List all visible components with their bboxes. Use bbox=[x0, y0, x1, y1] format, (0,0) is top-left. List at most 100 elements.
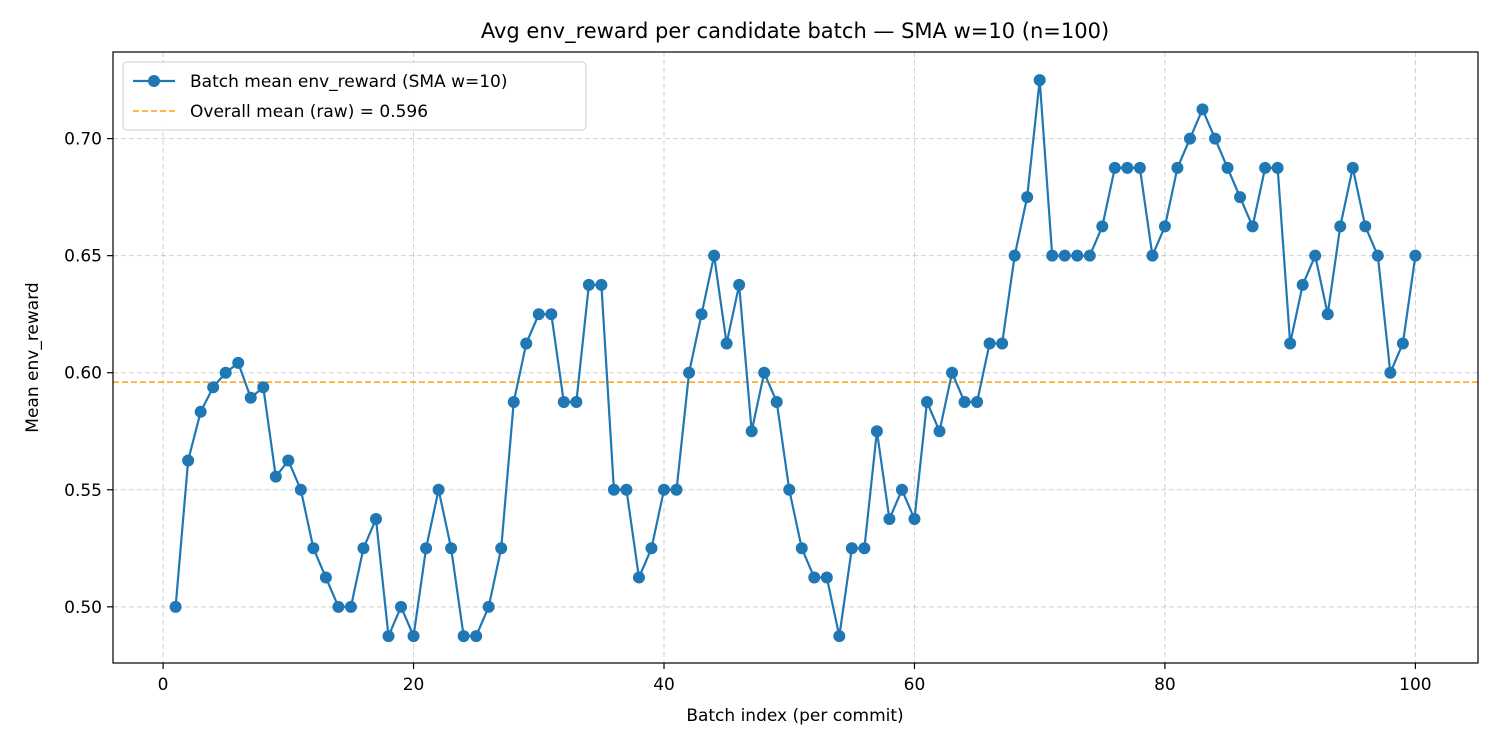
data-point bbox=[407, 630, 420, 643]
data-point bbox=[870, 425, 883, 438]
data-point bbox=[1071, 249, 1084, 262]
data-point bbox=[1133, 161, 1146, 174]
data-point bbox=[482, 600, 495, 613]
data-point bbox=[658, 483, 671, 496]
data-point bbox=[1196, 103, 1209, 116]
data-point bbox=[257, 381, 270, 394]
data-point bbox=[1171, 161, 1184, 174]
data-point bbox=[319, 571, 332, 584]
data-point bbox=[783, 483, 796, 496]
x-tick-label: 20 bbox=[403, 675, 425, 695]
data-point bbox=[720, 337, 733, 350]
data-point bbox=[745, 425, 758, 438]
data-point bbox=[1121, 161, 1134, 174]
x-axis: 0 20 40 60 80 100 bbox=[158, 663, 1432, 695]
data-point bbox=[582, 278, 595, 291]
x-axis-label: Batch index (per commit) bbox=[686, 706, 903, 726]
y-tick-label: 0.55 bbox=[64, 481, 102, 501]
data-point bbox=[520, 337, 533, 350]
data-point bbox=[557, 395, 570, 408]
y-tick-label: 0.50 bbox=[64, 598, 102, 618]
data-point bbox=[1296, 278, 1309, 291]
x-tick-label: 80 bbox=[1154, 675, 1176, 695]
legend-series-marker bbox=[148, 75, 160, 87]
data-point bbox=[858, 542, 871, 555]
data-point bbox=[307, 542, 320, 555]
data-point bbox=[1259, 161, 1272, 174]
data-point bbox=[758, 366, 771, 379]
data-point bbox=[294, 483, 307, 496]
data-point bbox=[232, 356, 245, 369]
data-point bbox=[1371, 249, 1384, 262]
data-point bbox=[670, 483, 683, 496]
data-point bbox=[357, 542, 370, 555]
data-point bbox=[169, 600, 182, 613]
data-point bbox=[207, 381, 220, 394]
data-point bbox=[244, 391, 257, 404]
y-tick-label: 0.60 bbox=[64, 364, 102, 384]
x-tick-label: 100 bbox=[1399, 675, 1431, 695]
data-point bbox=[1209, 132, 1222, 145]
x-tick-label: 60 bbox=[904, 675, 926, 695]
data-point bbox=[808, 571, 821, 584]
data-point bbox=[495, 542, 508, 555]
data-point bbox=[820, 571, 833, 584]
data-point bbox=[432, 483, 445, 496]
data-point bbox=[795, 542, 808, 555]
data-point bbox=[1246, 220, 1259, 233]
y-tick-label: 0.65 bbox=[64, 247, 102, 267]
data-point bbox=[632, 571, 645, 584]
data-point bbox=[269, 470, 282, 483]
data-point bbox=[470, 630, 483, 643]
data-point bbox=[595, 278, 608, 291]
legend-series-label: Batch mean env_reward (SMA w=10) bbox=[190, 72, 508, 92]
data-point bbox=[895, 483, 908, 496]
data-point bbox=[507, 395, 520, 408]
data-point bbox=[908, 513, 921, 526]
data-point bbox=[1334, 220, 1347, 233]
data-point bbox=[369, 513, 382, 526]
data-point bbox=[933, 425, 946, 438]
data-point bbox=[920, 395, 933, 408]
data-point bbox=[420, 542, 433, 555]
data-point bbox=[833, 630, 846, 643]
data-point bbox=[620, 483, 633, 496]
data-point bbox=[946, 366, 959, 379]
plot-frame bbox=[112, 51, 1479, 664]
data-point bbox=[332, 600, 345, 613]
data-point bbox=[1221, 161, 1234, 174]
data-point bbox=[395, 600, 408, 613]
data-point bbox=[958, 395, 971, 408]
data-point bbox=[1033, 74, 1046, 87]
series-line bbox=[174, 78, 1417, 638]
data-point bbox=[344, 600, 357, 613]
data-point bbox=[845, 542, 858, 555]
data-point bbox=[996, 337, 1009, 350]
data-point bbox=[194, 405, 207, 418]
data-point bbox=[1409, 249, 1422, 262]
data-point bbox=[1234, 191, 1247, 204]
data-point bbox=[1046, 249, 1059, 262]
data-point bbox=[1309, 249, 1322, 262]
chart-title: Avg env_reward per candidate batch — SMA… bbox=[481, 19, 1109, 44]
data-point bbox=[282, 454, 295, 467]
data-point bbox=[570, 395, 583, 408]
data-point bbox=[182, 454, 195, 467]
data-point bbox=[1321, 308, 1334, 321]
data-point bbox=[1008, 249, 1021, 262]
series-points bbox=[169, 74, 1422, 643]
data-point bbox=[1271, 161, 1284, 174]
data-point bbox=[708, 249, 721, 262]
data-point bbox=[1146, 249, 1159, 262]
data-point bbox=[971, 395, 984, 408]
y-tick-label: 0.70 bbox=[64, 130, 102, 150]
data-point bbox=[1346, 161, 1359, 174]
data-point bbox=[1021, 191, 1034, 204]
data-point bbox=[695, 308, 708, 321]
data-point bbox=[607, 483, 620, 496]
data-point bbox=[770, 395, 783, 408]
data-point bbox=[532, 308, 545, 321]
data-point bbox=[733, 278, 746, 291]
data-point bbox=[1108, 161, 1121, 174]
data-point bbox=[883, 513, 896, 526]
